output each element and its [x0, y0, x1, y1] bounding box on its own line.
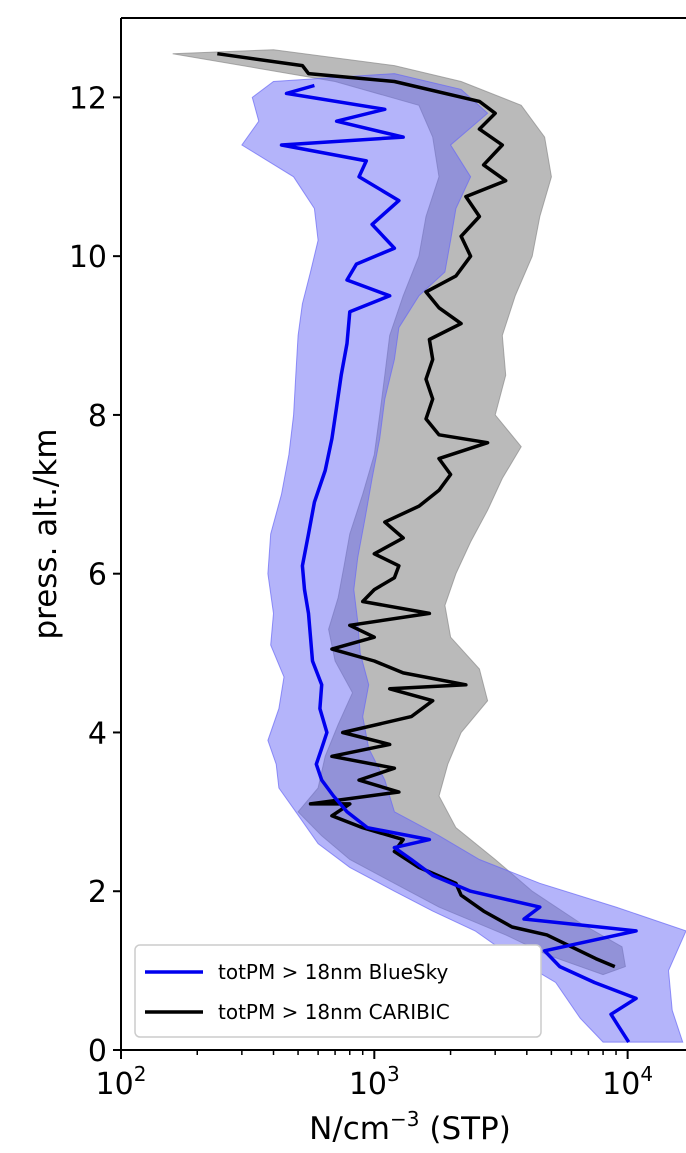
y-tick-label-3: 6	[88, 558, 107, 593]
y-tick-label-2: 4	[88, 716, 107, 751]
x-tick-label-0: 102	[96, 1062, 147, 1102]
series-bands	[172, 49, 686, 1043]
y-tick-label-1: 2	[88, 875, 107, 910]
legend-label-bluesky: totPM > 18nm BlueSky	[218, 960, 448, 984]
y-tick-label-4: 8	[88, 399, 107, 434]
series-lines	[217, 51, 638, 1044]
tick-labels: 0 2 4 6 8 10 12 102 103 104	[69, 81, 653, 1102]
y-axis-label: press. alt./km	[28, 428, 64, 639]
axes	[120, 17, 686, 1051]
x-tick-label-2: 104	[602, 1062, 653, 1102]
legend: totPM > 18nm BlueSky totPM > 18nm CARIBI…	[134, 944, 542, 1038]
x-axis-label-base: N/cm	[309, 1111, 390, 1147]
legend-label-caribic: totPM > 18nm CARIBIC	[218, 1000, 450, 1024]
line-series-0	[279, 83, 638, 1044]
x-axis-label-exp: −3	[390, 1107, 419, 1131]
y-tick-label-5: 10	[69, 240, 107, 275]
line-series-1	[217, 51, 616, 969]
x-tick-label-1: 103	[349, 1062, 400, 1102]
legend-box	[134, 944, 542, 1038]
x-axis-label: N/cm−3 (STP)	[309, 1107, 511, 1147]
y-tick-label-6: 12	[69, 81, 107, 116]
ticks	[113, 96, 629, 1059]
y-tick-label-0: 0	[88, 1034, 107, 1069]
x-axis-label-rest: (STP)	[420, 1111, 511, 1147]
